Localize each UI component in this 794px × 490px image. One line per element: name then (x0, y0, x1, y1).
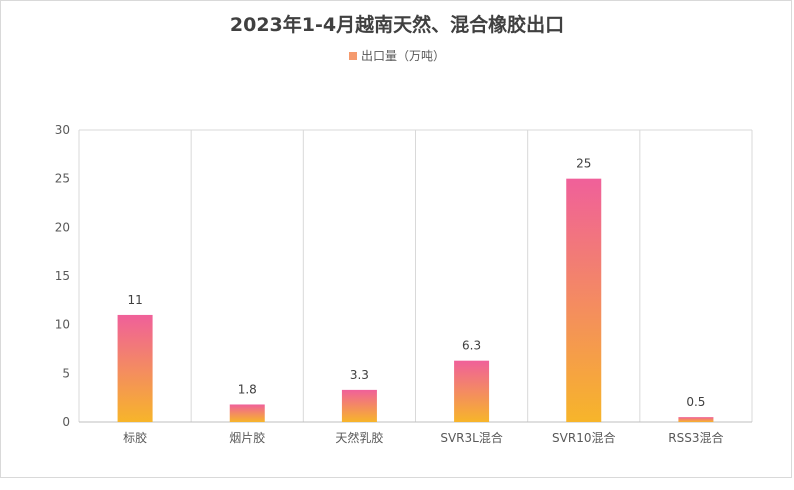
x-tick-label: 标胶 (123, 430, 147, 445)
x-tick-label: SVR3L混合 (440, 430, 503, 445)
bar (229, 404, 265, 422)
bar (566, 178, 602, 422)
legend-swatch (348, 52, 357, 60)
legend[interactable]: 出口量（万吨） (0, 47, 794, 64)
y-tick-label: 20 (55, 220, 70, 234)
bar (678, 417, 714, 422)
bar (341, 389, 377, 422)
legend-label: 出口量（万吨） (360, 49, 445, 63)
y-tick-label: 30 (55, 123, 70, 137)
chart-title: 2023年1-4月越南天然、混合橡胶出口 (229, 14, 565, 36)
y-tick-label: 15 (55, 269, 70, 283)
y-tick-label: 10 (55, 318, 70, 332)
data-label: 6.3 (462, 339, 481, 353)
y-tick-label: 25 (55, 172, 70, 186)
data-label: 25 (576, 157, 591, 171)
x-tick-label: SVR10混合 (552, 430, 615, 445)
x-tick-label: RSS3混合 (668, 430, 723, 445)
data-label: 1.8 (238, 382, 257, 396)
bar (117, 314, 153, 422)
data-label: 11 (127, 293, 142, 307)
x-tick-label: 天然乳胶 (335, 430, 383, 445)
x-tick-label: 烟片胶 (229, 430, 265, 445)
bar (454, 360, 490, 422)
y-tick-label: 0 (62, 415, 70, 429)
y-tick-label: 5 (62, 366, 70, 380)
data-label: 3.3 (350, 368, 369, 382)
data-label: 0.5 (686, 395, 705, 409)
